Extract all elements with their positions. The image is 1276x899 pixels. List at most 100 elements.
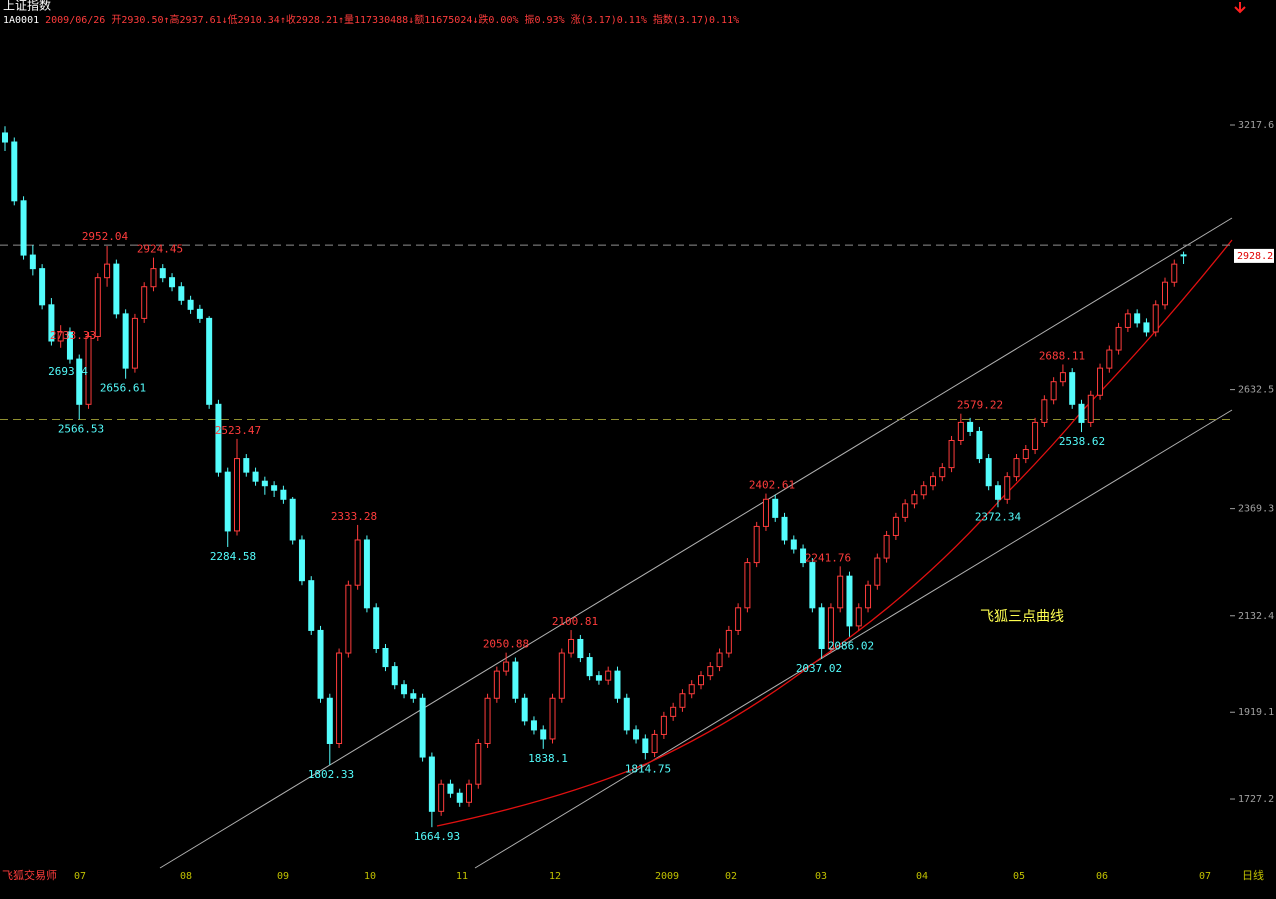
candle-body <box>633 729 640 740</box>
candle-body <box>447 783 454 794</box>
x-tick-label: 10 <box>364 871 376 882</box>
candle-body <box>66 331 73 360</box>
high-label: 2924.45 <box>137 243 183 256</box>
index-name: 上证指数 <box>3 0 51 13</box>
candle-body <box>762 498 769 527</box>
candle-body <box>503 661 510 672</box>
candle-body <box>280 489 287 500</box>
x-tick-label: 08 <box>180 871 192 882</box>
candle-body <box>410 693 417 699</box>
candle-body <box>1004 476 1011 500</box>
candle-body <box>549 697 556 740</box>
candle-body <box>243 458 250 473</box>
candle-body <box>781 516 788 541</box>
candle-body <box>512 661 519 699</box>
candle-body <box>818 607 825 650</box>
candle-body <box>521 697 528 722</box>
candle-body <box>373 607 380 650</box>
candle-body <box>428 756 435 812</box>
candle-body <box>967 421 974 432</box>
candle-body <box>345 584 352 654</box>
y-tick-label: 2632.5 <box>1238 385 1274 396</box>
y-tick-label: 1727.2 <box>1238 794 1274 805</box>
candle-body <box>902 503 909 518</box>
candle-body <box>39 268 46 306</box>
candle-body <box>438 783 445 812</box>
candle-body <box>716 652 723 668</box>
low-label: 2656.61 <box>100 382 146 395</box>
candle-body <box>725 629 732 654</box>
high-label: 2579.22 <box>957 399 1003 412</box>
candle-body <box>187 299 194 310</box>
candle-body <box>892 516 899 536</box>
candle-body <box>753 525 760 564</box>
high-label: 2333.28 <box>331 510 377 523</box>
candle-body <box>920 485 927 496</box>
candle-body <box>104 263 111 279</box>
candle-body <box>1124 313 1131 328</box>
period: 日线 <box>1242 868 1264 882</box>
candle-body <box>568 638 575 654</box>
candle-body <box>651 733 658 754</box>
x-tick-label: 2009 <box>655 871 679 882</box>
candle-body <box>595 675 602 681</box>
y-tick-label: 3217.6 <box>1238 120 1274 131</box>
candle-body <box>336 652 343 744</box>
candle-body <box>530 720 537 731</box>
x-tick-label: 07 <box>1199 871 1211 882</box>
candle-body <box>29 254 36 270</box>
candle-body <box>466 783 472 803</box>
candle-body <box>493 670 500 699</box>
y-tick-label: 2369.3 <box>1238 504 1274 515</box>
candle-body <box>289 498 296 541</box>
candle-body <box>994 485 1001 500</box>
candle-body <box>94 277 101 337</box>
low-label: 2086.02 <box>828 640 874 653</box>
candle-body <box>48 304 55 342</box>
low-label: 2372.34 <box>975 510 1022 523</box>
candle-body <box>1059 372 1066 383</box>
three-point-curve <box>436 239 1233 827</box>
candle-body <box>215 403 222 473</box>
candle-body <box>605 670 612 681</box>
candle-body <box>326 697 333 744</box>
y-tick-label: 2132.4 <box>1238 611 1274 622</box>
high-label: 2100.81 <box>552 615 598 628</box>
candle-body <box>846 575 853 627</box>
candle-body <box>985 458 992 487</box>
candle-body <box>1143 322 1150 333</box>
candle-body <box>1041 399 1048 423</box>
low-label: 2037.02 <box>796 662 842 675</box>
candle-body <box>865 584 872 609</box>
candle-body <box>234 458 240 532</box>
candle-body <box>1115 326 1122 351</box>
menu-icon[interactable] <box>1234 2 1246 14</box>
candle-body <box>772 498 779 518</box>
candle-body <box>948 439 955 469</box>
low-label: 1664.93 <box>414 830 460 843</box>
candle-body <box>911 494 918 505</box>
candle-body <box>391 666 398 686</box>
candle-body <box>354 539 361 586</box>
candle-body <box>670 706 677 717</box>
low-label: 2284.58 <box>210 550 256 563</box>
x-tick-label: 02 <box>725 871 737 882</box>
candle-body <box>382 648 389 668</box>
candle-body <box>1078 403 1085 423</box>
candle-body <box>298 539 305 582</box>
channel-line <box>474 409 1233 869</box>
candle-body <box>113 263 120 315</box>
price-tag <box>1234 248 1274 263</box>
candle-body <box>883 534 890 559</box>
candle-body <box>261 480 268 487</box>
quote-text: 1A0001 <box>3 15 39 26</box>
candle-body <box>456 792 463 803</box>
candle-body <box>698 675 704 686</box>
candle-body <box>837 575 844 609</box>
low-label: 1814.75 <box>625 762 671 775</box>
candle-body <box>827 607 834 650</box>
candle-body <box>150 268 157 288</box>
candle-body <box>57 331 64 342</box>
